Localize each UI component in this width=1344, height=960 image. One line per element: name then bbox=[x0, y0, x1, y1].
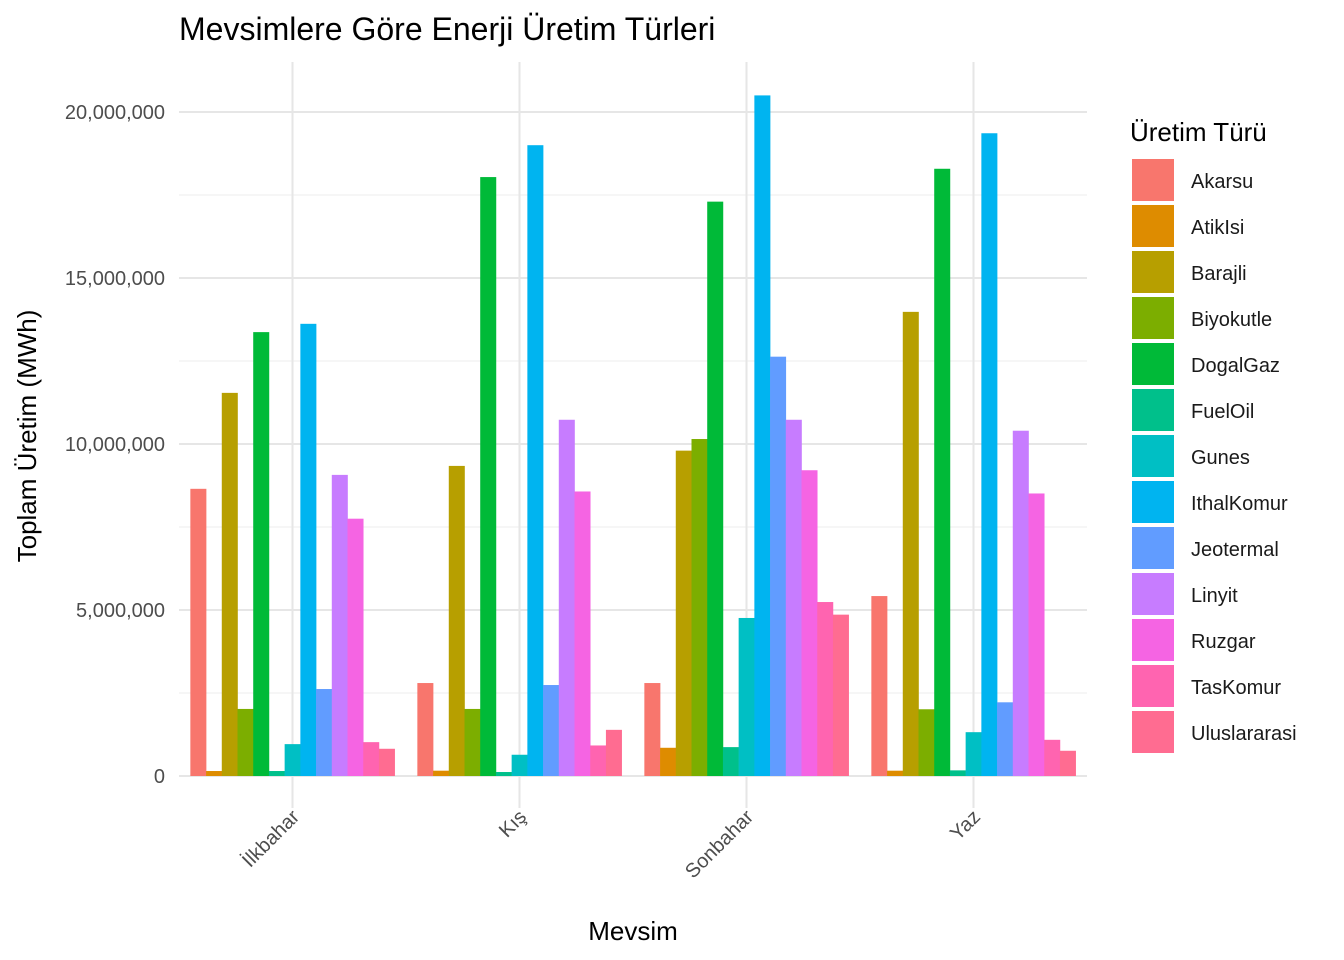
bars bbox=[190, 95, 1076, 776]
legend-label: Jeotermal bbox=[1191, 539, 1279, 561]
y-tick-label: 20,000,000 bbox=[65, 102, 165, 124]
bar-taskomur bbox=[363, 742, 380, 776]
bar-jeotermal bbox=[543, 685, 560, 776]
x-axis-title: Mevsim bbox=[588, 916, 678, 946]
bar-linyit bbox=[785, 419, 802, 776]
bar-jeotermal bbox=[316, 689, 333, 776]
bar-akarsu bbox=[417, 683, 434, 776]
bar-atikisi bbox=[660, 747, 677, 776]
bar-ruzgar bbox=[801, 470, 818, 776]
bar-dogalgaz bbox=[934, 168, 951, 776]
bar-biyokutle bbox=[464, 708, 481, 776]
bar-taskomur bbox=[817, 602, 834, 776]
y-tick-label: 15,000,000 bbox=[65, 268, 165, 290]
legend-label: DogalGaz bbox=[1191, 355, 1280, 377]
bar-ithalkomur bbox=[527, 145, 544, 776]
legend-key bbox=[1132, 389, 1174, 431]
legend-label: Linyit bbox=[1191, 585, 1238, 607]
bar-ruzgar bbox=[1028, 493, 1045, 776]
legend-key bbox=[1132, 297, 1174, 339]
bar-atikisi bbox=[887, 770, 904, 776]
bar-taskomur bbox=[1044, 739, 1061, 776]
legend-label: IthalKomur bbox=[1191, 493, 1288, 515]
bar-uluslararasi bbox=[832, 614, 849, 776]
legend: Üretim Türü Akarsu AtikIsi Barajli Biyokutl… bbox=[1130, 117, 1297, 753]
legend-key bbox=[1132, 251, 1174, 293]
bar-uluslararasi bbox=[605, 729, 622, 776]
bar-jeotermal bbox=[997, 702, 1014, 776]
bar-fueloil bbox=[949, 770, 966, 776]
legend-label: Ruzgar bbox=[1191, 631, 1256, 653]
bar-gunes bbox=[965, 732, 982, 776]
legend-key bbox=[1132, 711, 1174, 753]
legend-key bbox=[1132, 481, 1174, 523]
bar-atikisi bbox=[206, 771, 223, 776]
bar-fueloil bbox=[722, 747, 739, 776]
bar-gunes bbox=[738, 617, 755, 776]
bar-akarsu bbox=[644, 683, 661, 776]
x-tick-label: Kış bbox=[495, 806, 531, 842]
bar-ruzgar bbox=[347, 518, 364, 776]
bar-dogalgaz bbox=[253, 332, 270, 776]
legend-label: Barajli bbox=[1191, 263, 1247, 285]
legend-key bbox=[1132, 435, 1174, 477]
x-tick-label: Sonbahar bbox=[681, 806, 758, 883]
legend-label: Akarsu bbox=[1191, 171, 1253, 193]
bar-taskomur bbox=[590, 745, 607, 776]
x-tick-label: İlkbahar bbox=[237, 805, 304, 872]
bar-akarsu bbox=[871, 596, 888, 776]
y-tick-label: 5,000,000 bbox=[76, 600, 165, 622]
bar-biyokutle bbox=[691, 439, 708, 776]
bar-jeotermal bbox=[770, 356, 787, 776]
legend-label: Biyokutle bbox=[1191, 309, 1272, 331]
bar-atikisi bbox=[433, 770, 450, 776]
bar-barajli bbox=[448, 465, 465, 776]
legend-label: AtikIsi bbox=[1191, 217, 1244, 239]
legend-key bbox=[1132, 573, 1174, 615]
bar-biyokutle bbox=[237, 708, 254, 776]
bar-ruzgar bbox=[574, 491, 591, 776]
legend-key bbox=[1132, 159, 1174, 201]
grid bbox=[179, 62, 1087, 808]
bar-fueloil bbox=[268, 771, 285, 776]
bar-linyit bbox=[558, 419, 575, 776]
bar-gunes bbox=[284, 744, 301, 776]
bar-uluslararasi bbox=[1059, 750, 1076, 776]
bar-biyokutle bbox=[918, 709, 935, 776]
bar-ithalkomur bbox=[300, 323, 317, 776]
bar-akarsu bbox=[190, 488, 207, 776]
bar-linyit bbox=[331, 474, 348, 776]
bar-barajli bbox=[221, 392, 238, 776]
legend-key bbox=[1132, 343, 1174, 385]
legend-key bbox=[1132, 205, 1174, 247]
bar-gunes bbox=[511, 754, 528, 776]
y-tick-label: 10,000,000 bbox=[65, 434, 165, 456]
legend-label: TasKomur bbox=[1191, 677, 1281, 699]
bar-dogalgaz bbox=[707, 201, 724, 776]
legend-label: Uluslararasi bbox=[1191, 723, 1297, 745]
legend-label: Gunes bbox=[1191, 447, 1250, 469]
legend-title: Üretim Türü bbox=[1130, 117, 1267, 147]
chart-title: Mevsimlere Göre Enerji Üretim Türleri bbox=[179, 11, 715, 47]
bar-dogalgaz bbox=[480, 177, 497, 776]
bar-barajli bbox=[675, 450, 692, 776]
bar-linyit bbox=[1012, 430, 1029, 776]
legend-key bbox=[1132, 665, 1174, 707]
y-tick-label: 0 bbox=[154, 766, 165, 788]
y-axis-title: Toplam Üretim (MWh) bbox=[12, 310, 42, 563]
legend-label: FuelOil bbox=[1191, 401, 1254, 423]
bar-uluslararasi bbox=[378, 748, 395, 776]
bar-barajli bbox=[902, 311, 919, 776]
legend-key bbox=[1132, 619, 1174, 661]
bar-ithalkomur bbox=[754, 95, 771, 776]
x-tick-label: Yaz bbox=[946, 806, 985, 845]
bar-fueloil bbox=[495, 772, 512, 776]
legend-key bbox=[1132, 527, 1174, 569]
bar-ithalkomur bbox=[981, 133, 998, 776]
